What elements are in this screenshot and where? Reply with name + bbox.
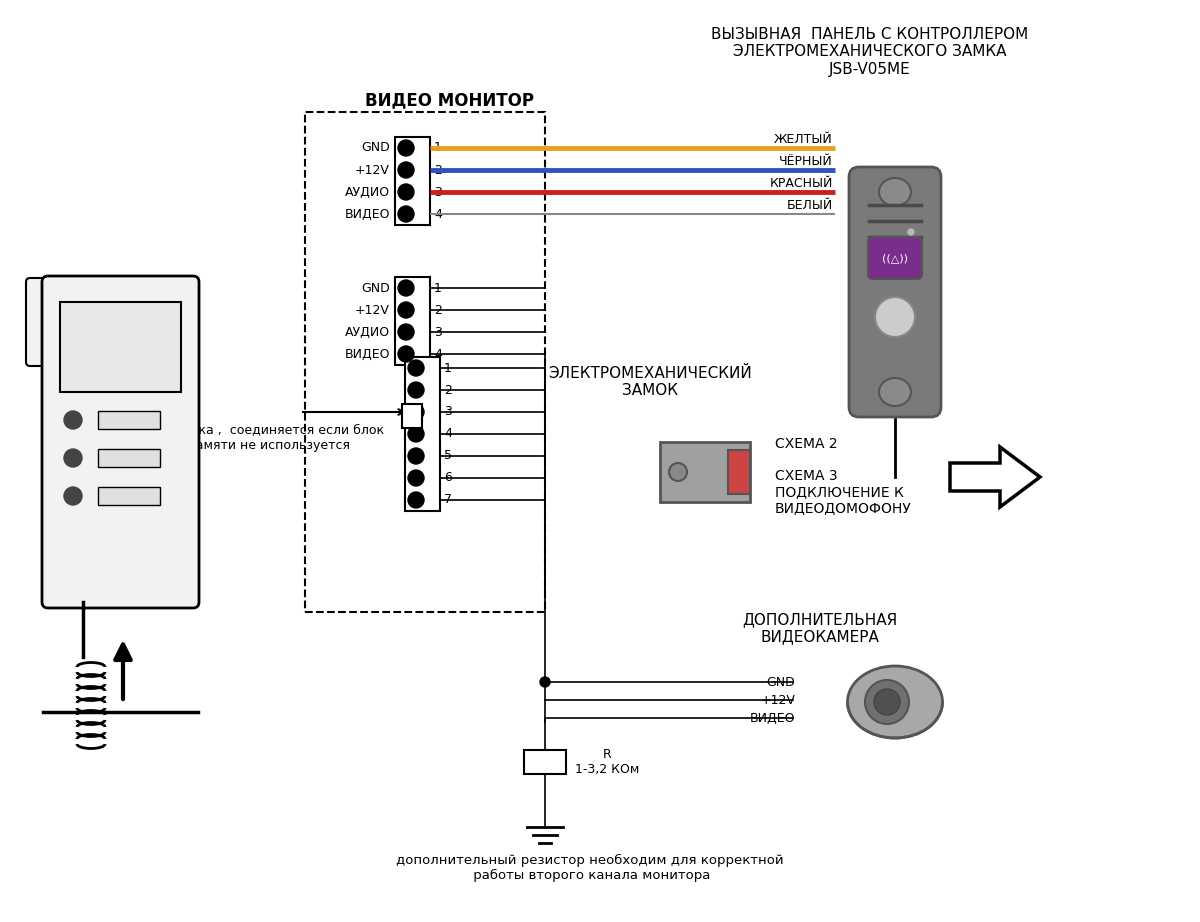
Text: ЭЛЕКТРОМЕХАНИЧЕСКИЙ
ЗАМОК: ЭЛЕКТРОМЕХАНИЧЕСКИЙ ЗАМОК (548, 366, 752, 398)
Circle shape (908, 229, 914, 235)
Circle shape (408, 448, 424, 464)
Circle shape (398, 184, 414, 200)
Bar (98, 411, 160, 429)
Circle shape (64, 411, 82, 429)
Text: 5: 5 (444, 450, 452, 463)
Text: 2: 2 (434, 163, 442, 176)
Bar (728, 450, 750, 494)
Text: +12V: +12V (760, 693, 796, 706)
Text: 1: 1 (434, 281, 442, 294)
Circle shape (670, 463, 686, 481)
Text: ((△)): ((△)) (882, 253, 908, 263)
Text: 1: 1 (444, 361, 452, 374)
Text: R
1-3,2 КОм: R 1-3,2 КОм (575, 748, 640, 776)
FancyBboxPatch shape (850, 167, 941, 417)
Ellipse shape (878, 178, 911, 206)
Circle shape (408, 360, 424, 376)
Text: 4: 4 (434, 348, 442, 361)
Text: 3: 3 (444, 406, 452, 419)
Circle shape (408, 382, 424, 398)
Circle shape (875, 297, 916, 337)
FancyBboxPatch shape (26, 278, 59, 366)
Text: ВИДЕО: ВИДЕО (750, 712, 796, 725)
Text: GND: GND (767, 676, 796, 689)
Text: +12V: +12V (355, 163, 390, 176)
Circle shape (398, 280, 414, 296)
Bar (660, 442, 750, 502)
Circle shape (408, 404, 424, 420)
Circle shape (398, 324, 414, 340)
FancyArrow shape (950, 447, 1040, 507)
Bar (402, 404, 422, 428)
Text: АУДИО: АУДИО (344, 185, 390, 198)
Text: 1: 1 (434, 141, 442, 155)
Text: 4: 4 (444, 428, 452, 441)
Circle shape (398, 302, 414, 318)
Text: дополнительный резистор необходим для корректной
 работы второго канала монитора: дополнительный резистор необходим для ко… (396, 854, 784, 882)
Text: ДОПОЛНИТЕЛЬНАЯ
ВИДЕОКАМЕРА: ДОПОЛНИТЕЛЬНАЯ ВИДЕОКАМЕРА (743, 612, 898, 644)
Text: ВИДЕО МОНИТОР: ВИДЕО МОНИТОР (365, 91, 534, 109)
FancyBboxPatch shape (868, 237, 922, 279)
Text: 2: 2 (434, 303, 442, 316)
Circle shape (408, 426, 424, 442)
Bar (395, 277, 430, 365)
Text: 3: 3 (434, 185, 442, 198)
FancyBboxPatch shape (42, 276, 199, 608)
Circle shape (398, 140, 414, 156)
Text: 3: 3 (434, 325, 442, 338)
Text: +12V: +12V (355, 303, 390, 316)
Circle shape (64, 449, 82, 467)
Bar (395, 137, 430, 225)
Ellipse shape (878, 378, 911, 406)
Text: 7: 7 (444, 493, 452, 506)
Text: КРАСНЫЙ: КРАСНЫЙ (769, 177, 833, 190)
Text: ВИДЕО: ВИДЕО (344, 348, 390, 361)
Text: 2: 2 (444, 384, 452, 396)
Circle shape (398, 346, 414, 362)
Circle shape (865, 680, 910, 724)
Text: БЕЛЫЙ: БЕЛЫЙ (787, 199, 833, 212)
Bar (406, 357, 440, 511)
Circle shape (408, 470, 424, 486)
Text: ВЫЗЫВНАЯ  ПАНЕЛЬ С КОНТРОЛЛЕРОМ
ЭЛЕКТРОМЕХАНИЧЕСКОГО ЗАМКА
JSB-V05ME: ВЫЗЫВНАЯ ПАНЕЛЬ С КОНТРОЛЛЕРОМ ЭЛЕКТРОМЕ… (712, 27, 1028, 77)
Bar (524, 750, 566, 774)
Circle shape (64, 487, 82, 505)
Text: СХЕМА 2: СХЕМА 2 (775, 437, 838, 451)
Text: перемычка ,  соединяется если блок
  видеопамяти не используется: перемычка , соединяется если блок видеоп… (140, 424, 384, 452)
Text: АУДИО: АУДИО (344, 325, 390, 338)
Ellipse shape (847, 666, 942, 738)
Bar (60, 302, 181, 392)
Text: GND: GND (361, 141, 390, 155)
Circle shape (874, 689, 900, 715)
Circle shape (398, 206, 414, 222)
Bar (98, 449, 160, 467)
Text: ЧЁРНЫЙ: ЧЁРНЫЙ (779, 155, 833, 168)
Text: 4: 4 (434, 207, 442, 220)
Bar (305, 112, 545, 612)
Text: СХЕМА 3
ПОДКЛЮЧЕНИЕ К
ВИДЕОДОМОФОНУ: СХЕМА 3 ПОДКЛЮЧЕНИЕ К ВИДЕОДОМОФОНУ (775, 469, 912, 515)
Text: ВИДЕО: ВИДЕО (344, 207, 390, 220)
Circle shape (398, 162, 414, 178)
Text: ЖЕЛТЫЙ: ЖЕЛТЫЙ (774, 133, 833, 146)
Circle shape (408, 492, 424, 508)
Bar (98, 487, 160, 505)
Circle shape (540, 677, 550, 687)
Text: 6: 6 (444, 471, 452, 484)
Text: GND: GND (361, 281, 390, 294)
